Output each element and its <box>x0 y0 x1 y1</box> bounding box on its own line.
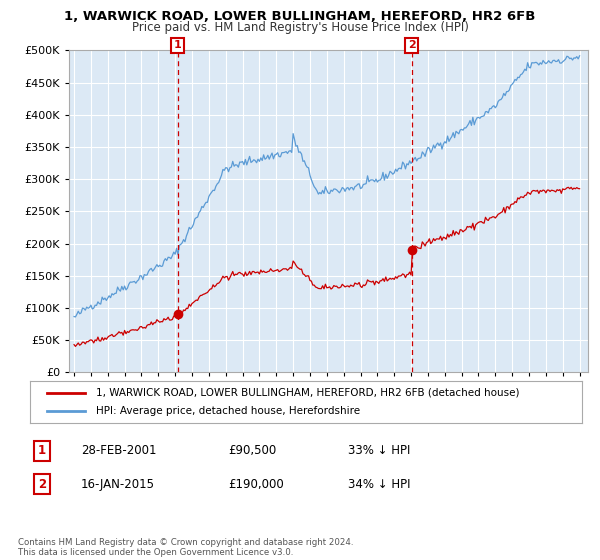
Text: 2: 2 <box>408 40 416 50</box>
Text: HPI: Average price, detached house, Herefordshire: HPI: Average price, detached house, Here… <box>96 406 361 416</box>
Text: 34% ↓ HPI: 34% ↓ HPI <box>348 478 410 491</box>
Text: 1, WARWICK ROAD, LOWER BULLINGHAM, HEREFORD, HR2 6FB: 1, WARWICK ROAD, LOWER BULLINGHAM, HEREF… <box>64 10 536 23</box>
Text: 1: 1 <box>174 40 182 50</box>
Text: 16-JAN-2015: 16-JAN-2015 <box>81 478 155 491</box>
Text: 1: 1 <box>38 444 46 458</box>
Text: 28-FEB-2001: 28-FEB-2001 <box>81 444 157 458</box>
Text: 1, WARWICK ROAD, LOWER BULLINGHAM, HEREFORD, HR2 6FB (detached house): 1, WARWICK ROAD, LOWER BULLINGHAM, HEREF… <box>96 388 520 398</box>
Text: 33% ↓ HPI: 33% ↓ HPI <box>348 444 410 458</box>
Text: Price paid vs. HM Land Registry's House Price Index (HPI): Price paid vs. HM Land Registry's House … <box>131 21 469 34</box>
Text: 2: 2 <box>38 478 46 491</box>
Text: £90,500: £90,500 <box>228 444 276 458</box>
Text: £190,000: £190,000 <box>228 478 284 491</box>
Text: Contains HM Land Registry data © Crown copyright and database right 2024.
This d: Contains HM Land Registry data © Crown c… <box>18 538 353 557</box>
